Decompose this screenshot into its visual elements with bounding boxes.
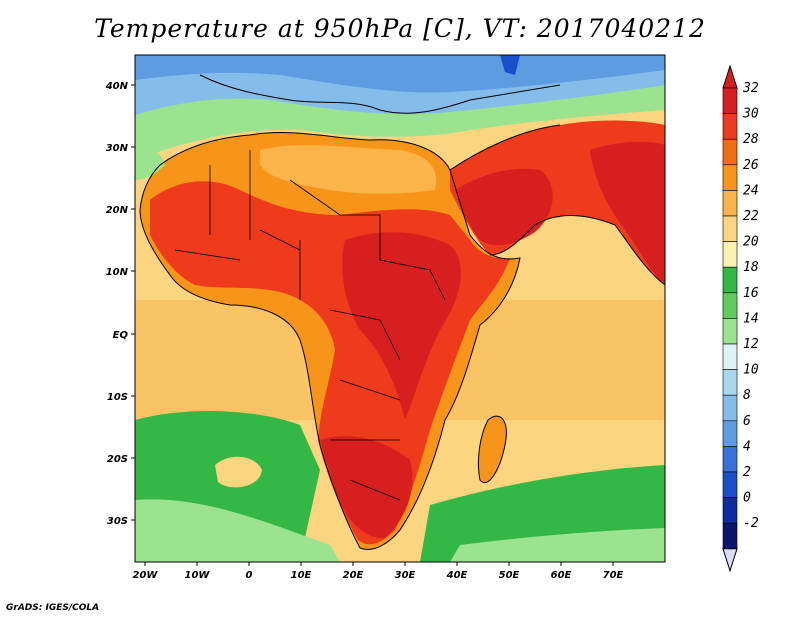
- europe-coastline: [199, 74, 561, 114]
- arabia-hottest: [455, 168, 553, 246]
- africa-coastline: [139, 132, 521, 550]
- colorbar-swatch: [722, 266, 738, 294]
- lon-label-20w: 20W: [133, 570, 159, 581]
- lat-label-20n: 20N: [106, 205, 129, 216]
- temperature-field: [135, 55, 665, 562]
- map-title: Temperature at 950hPa [C], VT: 201704021…: [94, 14, 706, 43]
- longitude-axis: 20W 10W 0 10E 20E 30E 40E 50E 60E 70E: [133, 562, 624, 581]
- colorbar-swatch: [722, 420, 738, 447]
- colorbar-label: 14: [743, 311, 759, 326]
- colorbar-label: 20: [743, 235, 759, 250]
- grads-credit: GrADS: IGES/COLA: [6, 603, 100, 613]
- colorbar-swatch: [722, 113, 738, 140]
- black-sea-coldest: [500, 55, 520, 75]
- africa-land-hottest: [342, 232, 461, 420]
- madagascar-coastline: [477, 415, 507, 483]
- colorbar-swatch: [722, 394, 738, 422]
- lon-label-40e: 40E: [446, 570, 468, 581]
- colorbar-label: 24: [743, 183, 759, 198]
- sahara-mild: [260, 145, 437, 194]
- colorbar-swatch: [722, 497, 738, 524]
- lat-label-eq: EQ: [113, 330, 129, 341]
- colorbar-swatch: [722, 190, 738, 217]
- country-borders: [174, 150, 446, 501]
- lon-label-10e: 10E: [291, 570, 312, 581]
- lat-label-20s: 20S: [107, 454, 128, 465]
- lon-label-70e: 70E: [603, 570, 624, 581]
- lon-label-60e: 60E: [551, 570, 572, 581]
- colorbar-label: 8: [743, 388, 751, 403]
- colorbar-label: 0: [743, 491, 751, 506]
- colorbar-label: 30: [742, 107, 759, 122]
- southern-ocean-cold: [135, 499, 340, 562]
- colorbar-label: 2: [743, 465, 751, 480]
- colorbar-swatch: [722, 87, 738, 114]
- colorbar-swatch: [722, 522, 738, 550]
- colorbar-swatch: [722, 215, 738, 242]
- colorbar-swatch: [722, 292, 738, 319]
- colorbar-label: 16: [743, 286, 759, 301]
- madagascar: [478, 416, 507, 483]
- colorbar-label: 12: [743, 337, 759, 352]
- lon-label-10w: 10W: [185, 570, 211, 581]
- lon-label-0: 0: [246, 570, 253, 581]
- colorbar-bottom-arrow: [722, 548, 738, 573]
- colorbar-label: 6: [743, 414, 751, 429]
- colorbar-label: 28: [743, 132, 759, 147]
- latitude-axis: 40N 30N 20N 10N EQ 10S 20S 30S: [105, 81, 135, 527]
- colorbar-swatch: [722, 138, 738, 166]
- colorbar-label: 32: [742, 81, 759, 96]
- colorbar-top-arrow: [722, 64, 738, 89]
- southern-africa-hottest: [320, 436, 413, 539]
- lat-label-10s: 10S: [107, 392, 128, 403]
- atlantic-cool-patch: [135, 148, 165, 180]
- colorbar-label: -2: [743, 516, 759, 531]
- colorbar-label: 4: [743, 439, 751, 454]
- south-atlantic-warm-pool: [215, 456, 262, 488]
- colorbar-swatch: [722, 164, 738, 191]
- arabia-coastline: [449, 124, 665, 286]
- colorbar-swatch: [722, 471, 738, 498]
- india-hottest: [590, 141, 665, 285]
- lat-label-10n: 10N: [106, 267, 129, 278]
- map-frame: [134, 54, 666, 563]
- lon-label-20e: 20E: [343, 570, 364, 581]
- colorbar-swatch: [722, 369, 738, 396]
- lat-label-30s: 30S: [107, 516, 128, 527]
- europe-colder: [135, 55, 665, 93]
- colorbar-label: 10: [743, 363, 759, 378]
- colorbar-swatch: [722, 343, 738, 370]
- lon-label-30e: 30E: [395, 570, 416, 581]
- coastlines: [139, 74, 665, 550]
- colorbar-swatch: [722, 318, 738, 345]
- colorbar-label: 26: [743, 158, 759, 173]
- lat-label-30n: 30N: [106, 143, 129, 154]
- lat-label-40n: 40N: [105, 81, 129, 92]
- colorbar-swatch: [722, 446, 738, 473]
- colorbar-label: 18: [743, 260, 759, 275]
- southern-ocean-cold-east: [450, 528, 665, 562]
- colorbar-swatch: [722, 241, 738, 268]
- lon-label-50e: 50E: [499, 570, 520, 581]
- colorbar-label: 22: [743, 209, 759, 224]
